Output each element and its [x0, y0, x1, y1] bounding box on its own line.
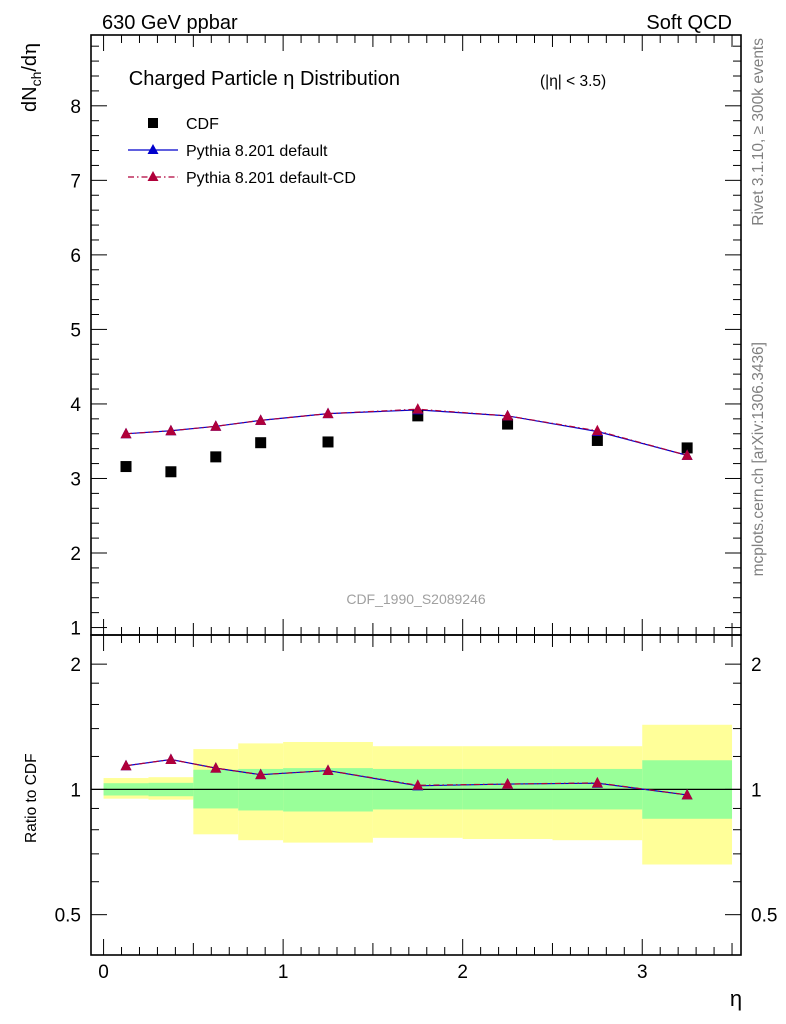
x-tick-label: 2 [457, 962, 468, 983]
ratio-point-series-1 [591, 776, 603, 788]
ratio-y-tick-label-left: 2 [70, 655, 81, 676]
ratio-point-series-1 [681, 788, 693, 800]
legend-marker-cdf [148, 118, 158, 128]
x-tick-label: 1 [278, 962, 289, 983]
data-point-series-2 [681, 449, 693, 460]
legend-label-default-cd: Pythia 8.201 default-CD [186, 170, 356, 187]
ratio-point-series-1 [210, 762, 222, 773]
data-point-cdf [255, 437, 267, 449]
ratio-point-series-1 [322, 764, 334, 776]
ratio-y-tick-label-right: 2 [751, 655, 762, 676]
data-point-cdf [591, 434, 603, 446]
data-point-series-2 [165, 424, 177, 436]
legend-marker-default-cd [147, 171, 159, 181]
x-axis-label: η [730, 986, 742, 1011]
data-point-series-2 [412, 403, 424, 414]
data-point-cdf [165, 466, 177, 478]
data-point-cdf [502, 418, 514, 430]
ratio-plot-panel: 0.5 0.5 1 1 2 2 Ratio to CDF [23, 634, 777, 956]
legend-marker-default [147, 144, 159, 154]
y-tick-label: 3 [70, 469, 81, 490]
data-point-cdf [210, 451, 222, 463]
ratio-plot-frame [90, 634, 742, 956]
data-point-series-2 [120, 427, 132, 439]
ratio-y-tick-label-right: 1 [751, 780, 762, 801]
data-point-series-2 [255, 414, 267, 425]
side-label-mcplots: mcplots.cern.ch [arXiv:1306.3436] [750, 342, 767, 576]
ratio-y-tick-label-left: 0.5 [55, 906, 81, 927]
ratio-y-tick-label-right: 0.5 [751, 906, 777, 927]
ratio-point-series-1 [255, 768, 267, 780]
y-tick-label: 2 [70, 544, 81, 565]
data-point-series-2 [502, 409, 514, 421]
x-tick-label: 3 [637, 962, 648, 983]
legend-label-cdf: CDF [186, 116, 219, 133]
x-tick-label: 0 [98, 962, 109, 983]
y-tick-label: 1 [70, 619, 81, 640]
y-tick-label: 7 [70, 171, 81, 192]
legend-label-default: Pythia 8.201 default [186, 143, 328, 160]
ratio-point-series-1 [120, 759, 132, 771]
chart-title-suffix: (|η| < 3.5) [540, 73, 606, 90]
chart-title: Charged Particle η Distribution [129, 68, 400, 90]
y-tick-label: 4 [70, 395, 81, 416]
y-tick-label: 6 [70, 246, 81, 267]
y-axis-label: dNch/dη [17, 43, 44, 112]
header-left: 630 GeV ppbar [102, 12, 238, 34]
header-right: Soft QCD [646, 12, 732, 34]
watermark: CDF_1990_S2089246 [346, 591, 486, 607]
ratio-point-series-1 [502, 778, 514, 789]
data-point-cdf [412, 410, 424, 422]
ratio-point-series-1 [165, 753, 177, 764]
data-point-series-2 [591, 424, 603, 436]
data-point-cdf [681, 442, 693, 454]
series-line-2 [125, 408, 688, 456]
ratio-point-series-1 [412, 779, 424, 790]
data-point-cdf [322, 436, 334, 448]
data-point-series-2 [210, 420, 222, 431]
y-tick-label: 5 [70, 320, 81, 341]
ratio-y-tick-label-left: 1 [70, 780, 81, 801]
legend: CDF Pythia 8.201 default Pythia 8.201 de… [128, 116, 356, 187]
series-line-1 [125, 409, 688, 456]
ratio-y-axis-label: Ratio to CDF [23, 753, 40, 843]
y-tick-label: 8 [70, 97, 81, 118]
data-point-series-2 [322, 407, 334, 419]
data-point-cdf [120, 461, 132, 473]
main-plot-panel: 1 2 3 4 5 6 7 8 Charged Particle η Distribution… [17, 34, 742, 640]
side-label-rivet: Rivet 3.1.10, ≥ 300k events [750, 38, 767, 226]
